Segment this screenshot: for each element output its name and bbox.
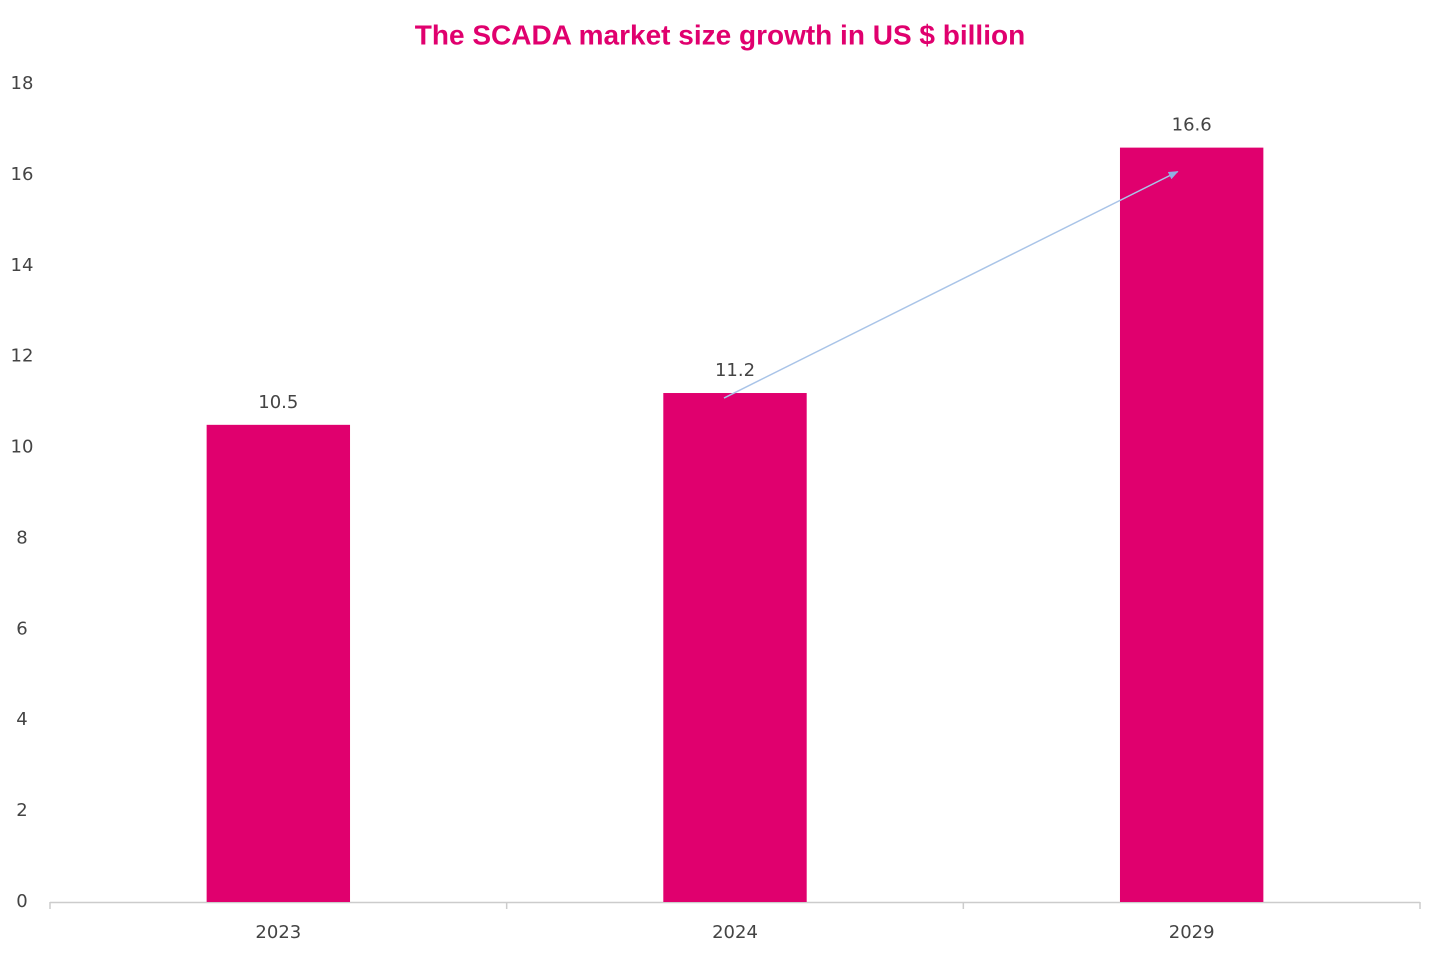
- y-tick-label: 4: [16, 709, 27, 730]
- y-tick-label: 14: [11, 255, 34, 276]
- y-tick-label: 8: [16, 527, 27, 548]
- y-tick-label: 0: [16, 891, 27, 912]
- bar: [663, 393, 807, 902]
- x-tick-label: 2029: [1169, 922, 1215, 943]
- x-tick-label: 2024: [712, 922, 758, 943]
- data-label: 11.2: [715, 360, 755, 381]
- bar: [1119, 147, 1264, 903]
- y-tick-label: 12: [11, 346, 34, 367]
- data-label: 16.6: [1172, 115, 1212, 136]
- y-tick-label: 18: [11, 73, 34, 94]
- bar: [206, 424, 351, 902]
- chart-title: The SCADA market size growth in US $ bil…: [415, 19, 1025, 50]
- y-tick-label: 6: [16, 618, 27, 639]
- x-tick-label: 2023: [255, 922, 301, 943]
- y-tick-label: 10: [11, 437, 34, 458]
- data-label: 10.5: [258, 392, 298, 413]
- y-tick-label: 16: [11, 164, 34, 185]
- growth-arrow: [723, 170, 1179, 399]
- y-tick-label: 2: [16, 800, 27, 821]
